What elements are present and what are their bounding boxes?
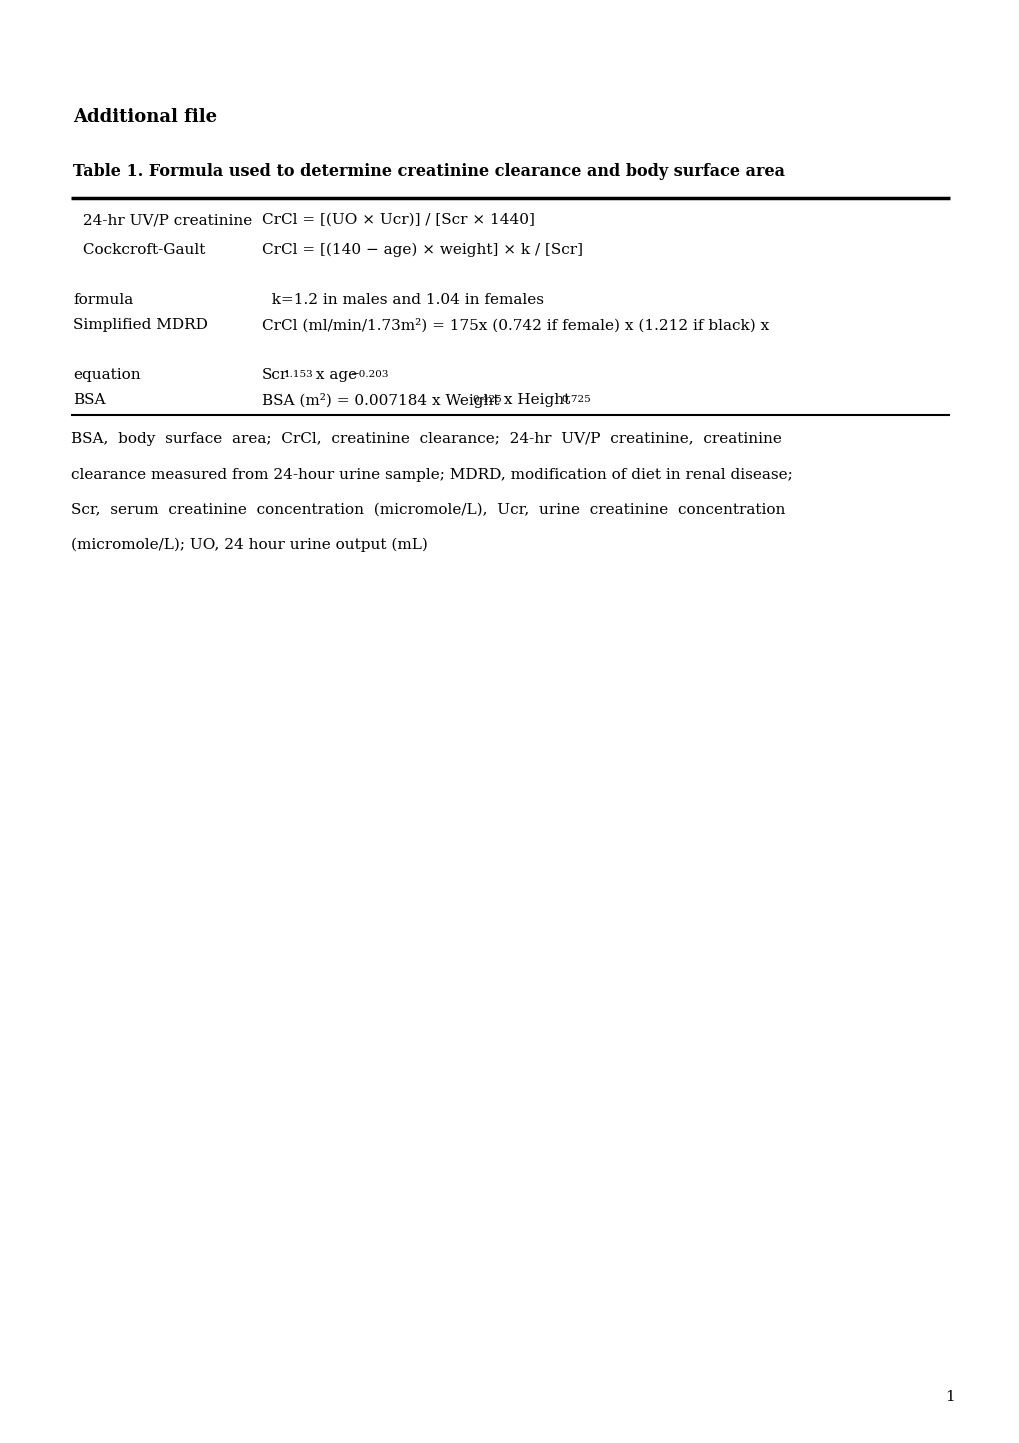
Text: k=1.2 in males and 1.04 in females: k=1.2 in males and 1.04 in females — [262, 293, 543, 307]
Text: BSA,  body  surface  area;  CrCl,  creatinine  clearance;  24-hr  UV/P  creatini: BSA, body surface area; CrCl, creatinine… — [71, 431, 782, 446]
Text: 0.725: 0.725 — [560, 395, 590, 404]
Text: BSA: BSA — [73, 392, 105, 407]
Text: formula: formula — [73, 293, 133, 307]
Text: Scr,  serum  creatinine  concentration  (micromole/L),  Ucr,  urine  creatinine : Scr, serum creatinine concentration (mic… — [71, 504, 785, 517]
Text: Scr: Scr — [262, 368, 288, 382]
Text: Cockcroft-Gault: Cockcroft-Gault — [77, 242, 205, 257]
Text: x age: x age — [311, 368, 357, 382]
Text: CrCl = [(UO × Ucr)] / [Scr × 1440]: CrCl = [(UO × Ucr)] / [Scr × 1440] — [262, 214, 534, 227]
Text: 24-hr UV/P creatinine: 24-hr UV/P creatinine — [77, 214, 252, 227]
Text: (micromole/L); UO, 24 hour urine output (mL): (micromole/L); UO, 24 hour urine output … — [71, 538, 427, 553]
Text: −0.203: −0.203 — [351, 369, 389, 380]
Text: Simplified MDRD: Simplified MDRD — [73, 317, 208, 332]
Text: x Height: x Height — [498, 392, 570, 407]
Text: Table 1. Formula used to determine creatinine clearance and body surface area: Table 1. Formula used to determine creat… — [73, 163, 785, 180]
Text: 1.153: 1.153 — [283, 369, 314, 380]
Text: CrCl (ml/min/1.73m²) = 175x (0.742 if female) x (1.212 if black) x: CrCl (ml/min/1.73m²) = 175x (0.742 if fe… — [262, 317, 768, 332]
Text: Additional file: Additional file — [73, 108, 217, 126]
Text: BSA (m²) = 0.007184 x Weight: BSA (m²) = 0.007184 x Weight — [262, 392, 499, 408]
Text: CrCl = [(140 − age) × weight] × k / [Scr]: CrCl = [(140 − age) × weight] × k / [Scr… — [262, 242, 583, 257]
Text: 0.425: 0.425 — [472, 395, 501, 404]
Text: clearance measured from 24-hour urine sample; MDRD, modification of diet in rena: clearance measured from 24-hour urine sa… — [71, 468, 792, 482]
Text: 1: 1 — [945, 1390, 954, 1404]
Text: equation: equation — [73, 368, 141, 382]
